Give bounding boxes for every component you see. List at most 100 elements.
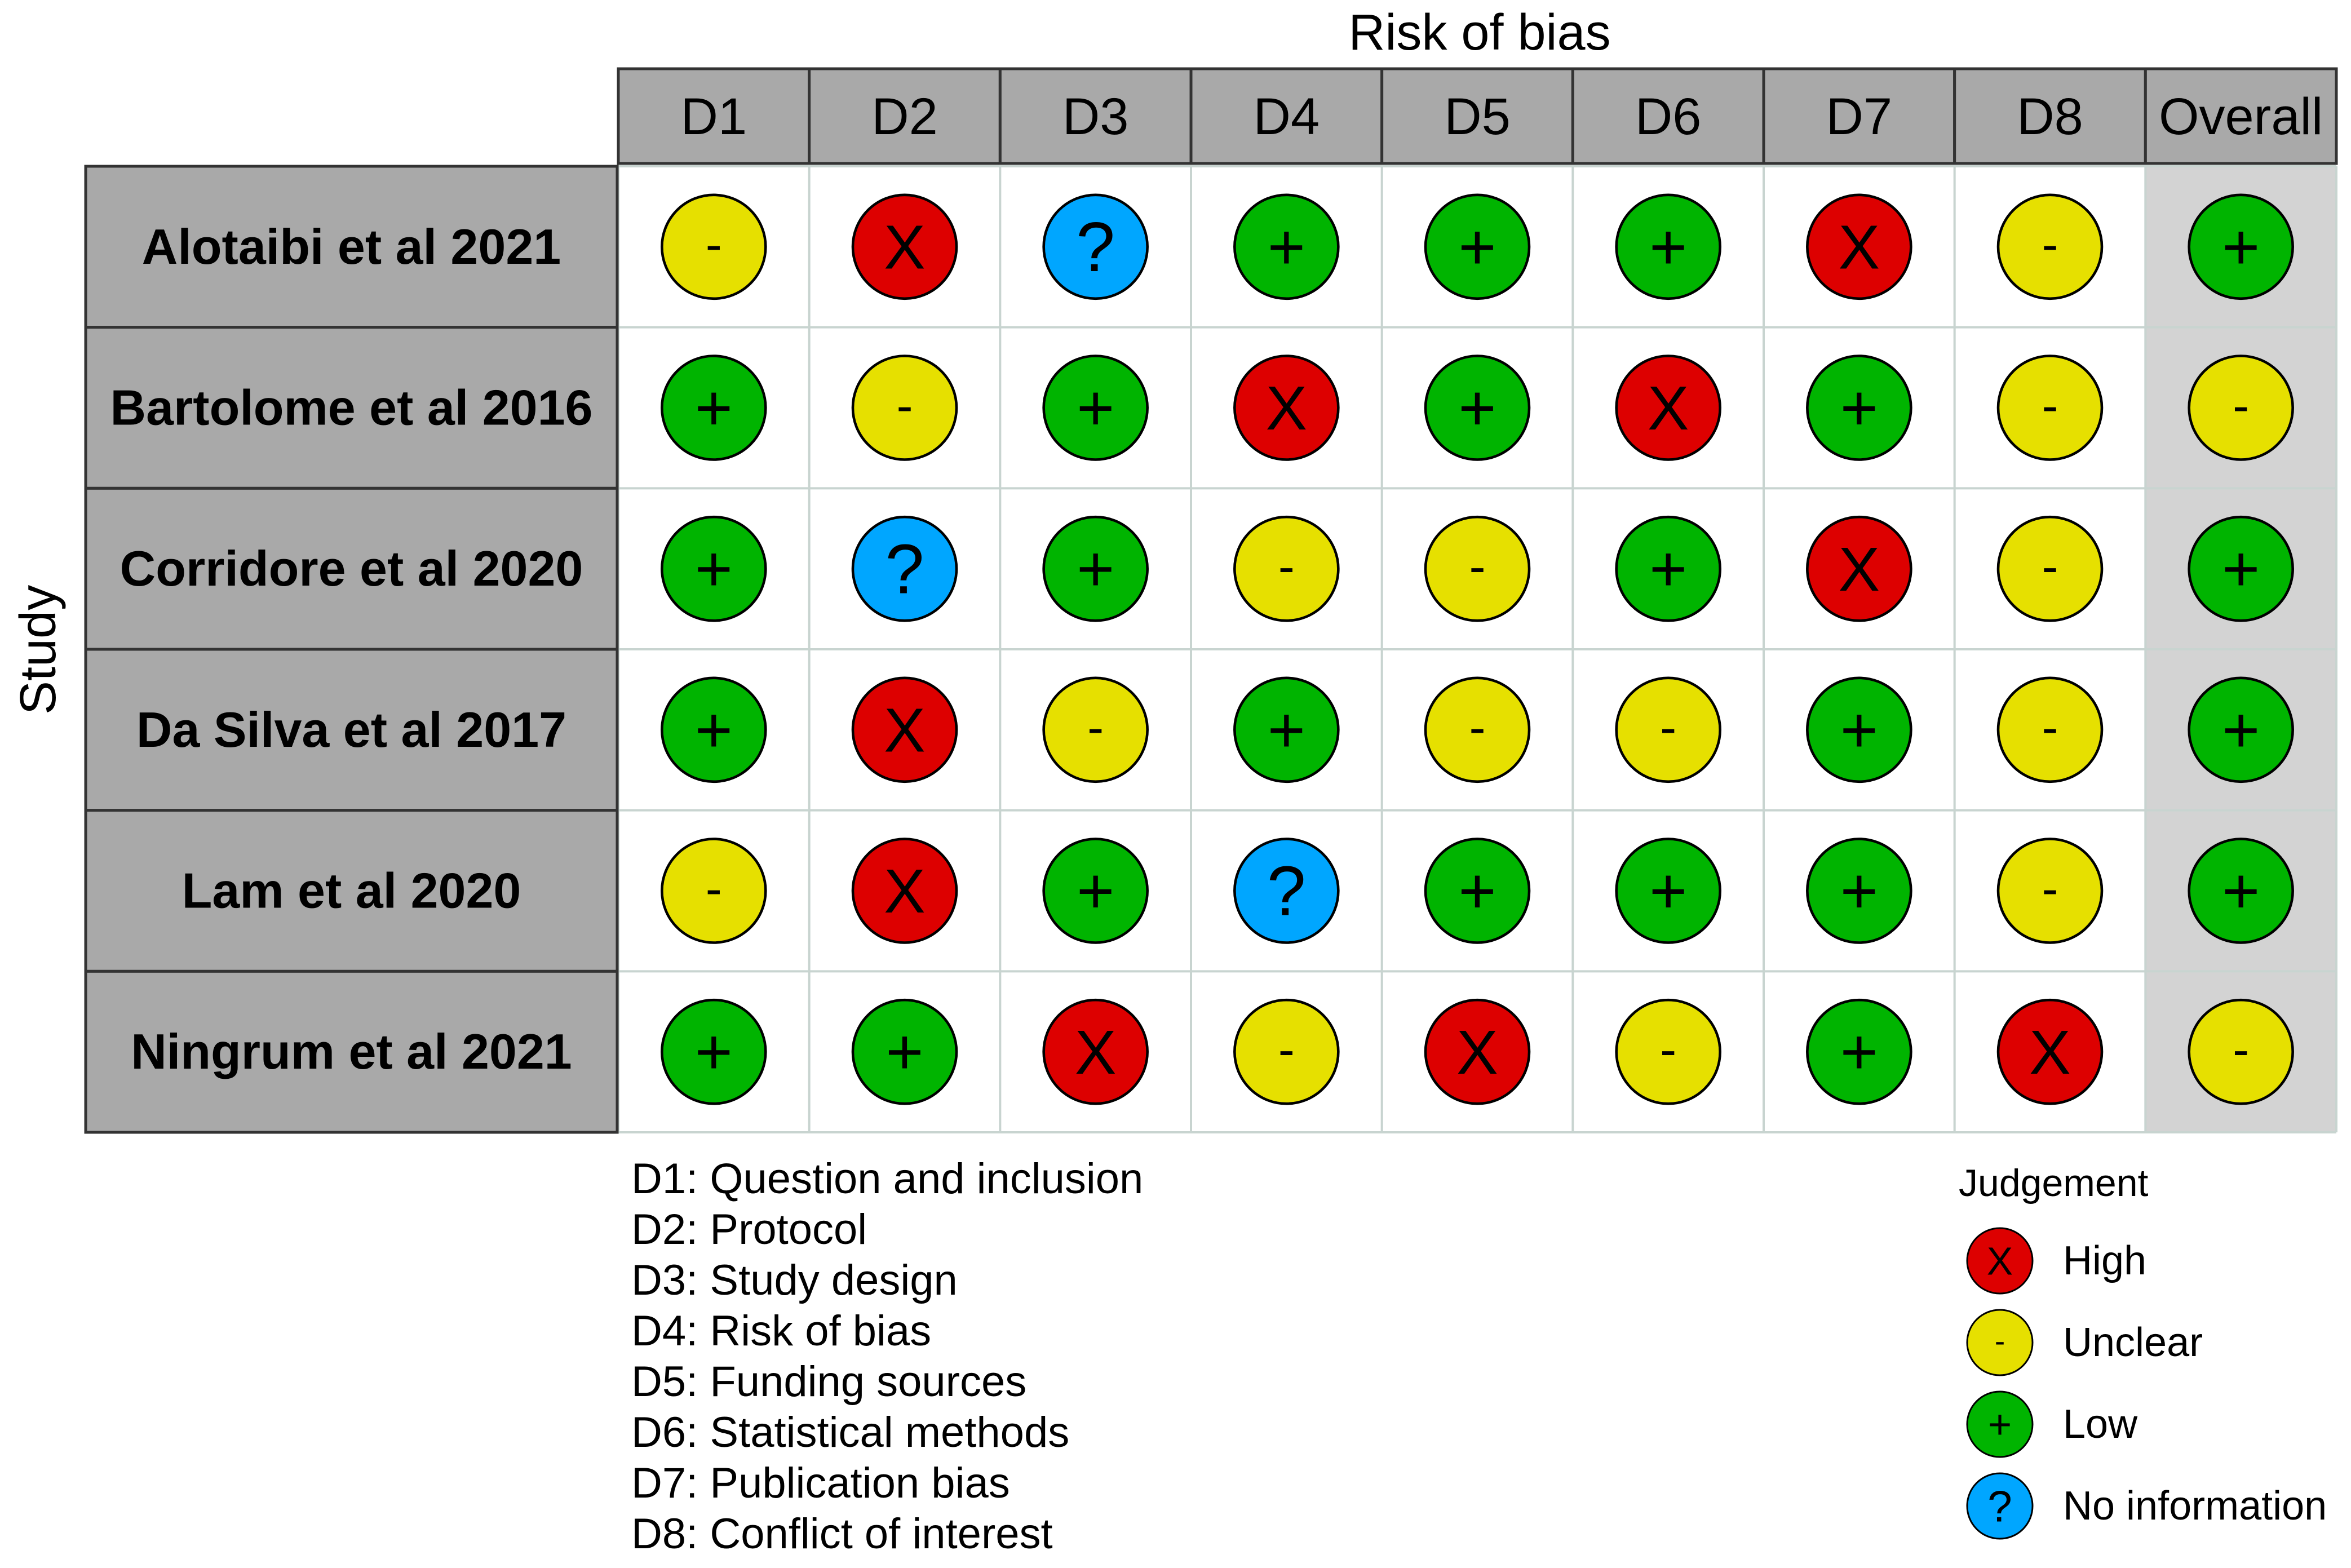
symbol-glyph: - [1278,539,1295,594]
study-name: Corridore et al 2020 [120,541,583,596]
judgement-low-d6: + [1615,515,1721,622]
symbol-glyph: + [1840,855,1878,927]
legend-label: Low [2063,1402,2138,1447]
chart-title: Risk of bias [1348,5,1610,61]
judgement-unclear-overall: - [2188,355,2294,461]
judgement-unclear-d8: - [1996,355,2104,461]
symbol-glyph: X [884,696,926,765]
legend-entry-no-information: ? No information [1966,1472,2327,1540]
judgement-low-d7: + [1806,676,1912,783]
symbol-glyph: + [1458,855,1496,927]
header-cell-d3: D3 [998,67,1193,165]
judgement-high-d4: X [1233,355,1340,461]
judgement-unclear-overall: - [2188,998,2294,1105]
symbol-glyph: + [1649,533,1687,605]
symbol-glyph: ? [1076,209,1115,286]
judgement-low-d5: + [1424,838,1531,944]
judgement-unclear-d4: - [1233,515,1340,622]
judgement-low-overall: + [2188,838,2294,944]
judgement-unclear-d2: - [851,355,958,461]
judgement-low-d1: + [661,676,767,783]
judgement-low-d4: + [1233,676,1340,783]
symbol-glyph: - [1278,1022,1295,1077]
judgement-unclear-d5: - [1424,515,1531,622]
header-cell-d1: D1 [617,67,811,165]
legend-label: High [2063,1238,2146,1283]
header-cell-overall: Overall [2144,67,2338,165]
study-name: Lam et al 2020 [182,863,521,919]
legend-entry-unclear: - Unclear [1966,1309,2203,1376]
symbol-glyph: + [2222,694,2260,766]
judgement-low-overall: + [2188,515,2294,622]
symbol-glyph: + [695,372,733,444]
judgement-unclear-d6: - [1615,998,1721,1105]
symbol-glyph: X [884,212,926,282]
study-labels: Alotaibi et al 2021 Bartolome et al 2016 C… [84,165,619,1134]
judgement-unclear-d8: - [1996,676,2104,783]
judgement-grid: - X? + + + X - + + - + X + X + - - +? + - - + X - + + X - + - - + - + - X +?… [617,165,2337,1133]
judgement-low-d5: + [1424,355,1531,461]
judgement-high-d2: X [851,676,958,783]
header-label: D3 [1062,88,1129,145]
symbol-glyph: - [2042,378,2058,433]
header-label: D5 [1444,88,1511,145]
judgement-low-d1: + [661,998,767,1105]
symbol-glyph: + [695,1016,733,1088]
symbol-glyph: X [1266,374,1308,443]
legend-symbol-no-information: ? [1966,1472,2034,1540]
domain-key-line: D7: Publication bias [631,1459,1010,1507]
symbol-glyph: X [1839,535,1880,604]
judgement-unclear-d8: - [1996,515,2104,622]
judgement-high-d2: X [851,193,958,300]
header-cell-d4: D4 [1189,67,1384,165]
symbol-glyph: + [1649,855,1687,927]
symbol-glyph: - [706,861,722,916]
judgement-low-overall: + [2188,676,2294,783]
judgement-unclear-d1: - [661,838,767,944]
symbol-glyph: - [2233,1022,2249,1077]
legend-symbol-low: + [1966,1390,2034,1458]
study-label-lam-et-al-2020: Lam et al 2020 [84,809,619,973]
legend-entry-low: + Low [1966,1390,2138,1458]
symbol-glyph: + [2222,211,2260,283]
judgement-no-information-d3: ? [1042,193,1149,300]
judgement-low-d1: + [661,355,767,461]
judgement-unclear-d5: - [1424,676,1531,783]
header-cell-d6: D6 [1571,67,1765,165]
legend-label: No information [2063,1483,2327,1529]
symbol-glyph: + [1840,1016,1878,1088]
study-label-da-silva-et-al-2017: Da Silva et al 2017 [84,648,619,812]
study-label-alotaibi-et-al-2021: Alotaibi et al 2021 [84,165,619,329]
study-name: Ningrum et al 2021 [131,1024,572,1079]
study-label-corridore-et-al-2020: Corridore et al 2020 [84,486,619,651]
judgement-low-d7: + [1806,838,1912,944]
symbol-glyph: X [1839,212,1880,282]
study-name: Da Silva et al 2017 [136,702,566,758]
domain-key-line: D3: Study design [631,1256,958,1304]
header-label: Overall [2159,88,2323,145]
domain-key-line: D8: Conflict of interest [631,1510,1053,1558]
domain-key-line: D4: Risk of bias [631,1307,931,1355]
legend-symbol-unclear: - [1966,1309,2034,1376]
judgement-high-d7: X [1806,515,1912,622]
symbol-glyph: + [1268,694,1305,766]
symbol-glyph: + [1840,372,1878,444]
symbol-glyph: + [1077,533,1114,605]
symbol-glyph: + [1458,372,1496,444]
symbol-glyph: - [2233,378,2249,433]
judgement-no-information-d2: ? [851,515,958,622]
judgement-legend: Judgement X High - Unclear + Low? No informati… [1959,1162,2327,1540]
y-axis-label: Study [10,585,67,715]
judgement-high-d6: X [1615,355,1721,461]
header-label: D6 [1635,88,1702,145]
study-name: Alotaibi et al 2021 [142,219,561,274]
symbol-glyph: - [1087,700,1104,755]
judgement-high-d7: X [1806,193,1912,300]
domain-key-line: D5: Funding sources [631,1358,1026,1406]
symbol-glyph: X [884,857,926,926]
legend-symbol-high: X [1966,1227,2034,1295]
legend-label: Unclear [2063,1320,2203,1365]
header-label: D1 [681,88,747,145]
